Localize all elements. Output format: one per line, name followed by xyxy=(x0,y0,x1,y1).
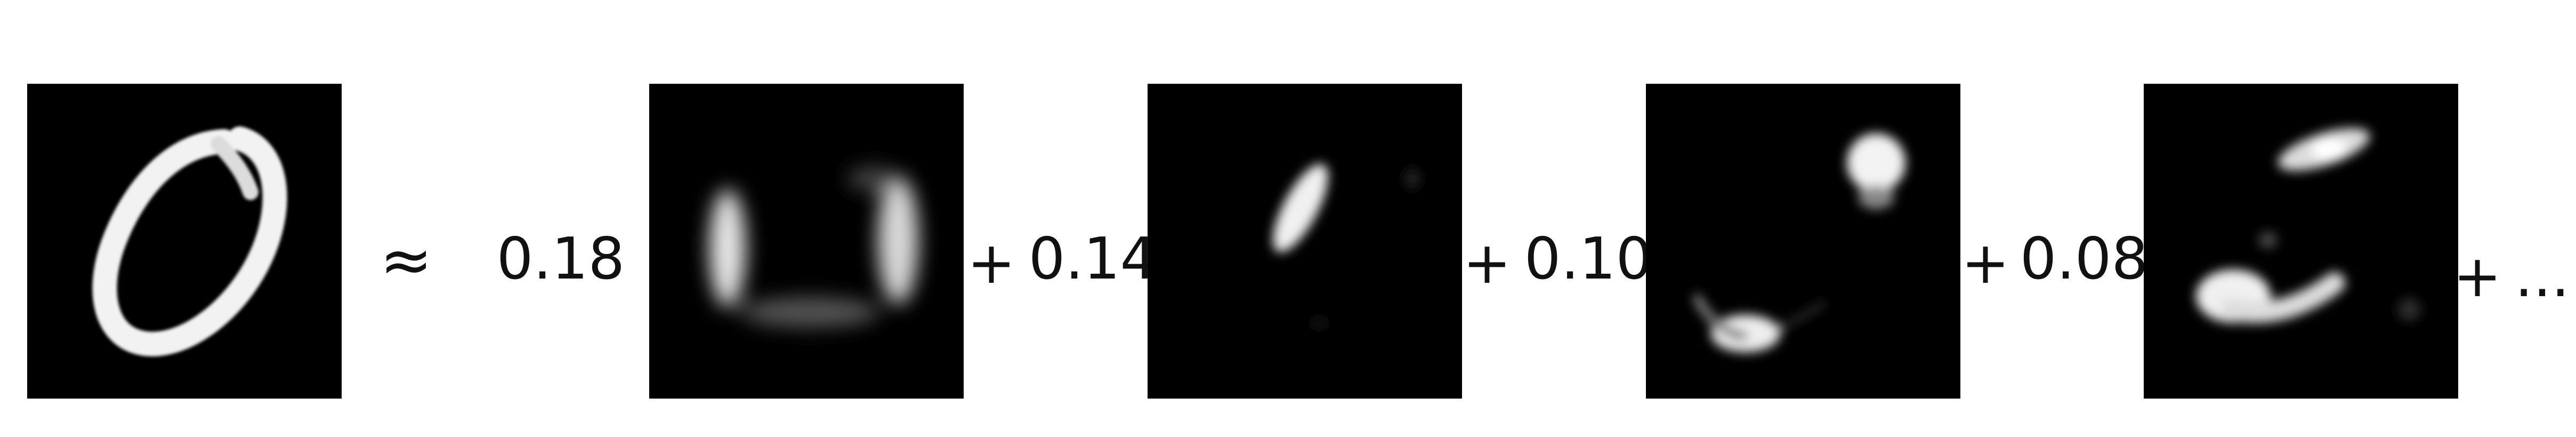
plus-symbol-2: + xyxy=(1463,230,1512,297)
plus-symbol-4: + xyxy=(2453,243,2502,310)
coefficient-1: 0.18 xyxy=(497,226,625,292)
component-panel-3 xyxy=(1646,84,1960,399)
component-panel-4 xyxy=(2144,84,2458,399)
coefficient-2: 0.14 xyxy=(1029,226,1157,292)
original-digit-panel xyxy=(27,84,342,399)
component-image-3 xyxy=(1646,84,1960,399)
digit-zero-stroke xyxy=(92,126,287,356)
ellipsis: ... xyxy=(2515,243,2570,310)
approx-symbol: ≈ xyxy=(380,223,433,297)
component-image-4 xyxy=(2144,84,2458,399)
component-image-1 xyxy=(649,84,964,399)
coefficient-4: 0.08 xyxy=(2020,226,2148,292)
component-image-2 xyxy=(1148,84,1462,399)
plus-symbol-1: + xyxy=(967,230,1016,297)
coefficient-3: 0.10 xyxy=(1524,226,1652,292)
component-panel-2 xyxy=(1148,84,1462,399)
plus-symbol-3: + xyxy=(1961,230,2010,297)
original-digit-image xyxy=(27,84,342,399)
